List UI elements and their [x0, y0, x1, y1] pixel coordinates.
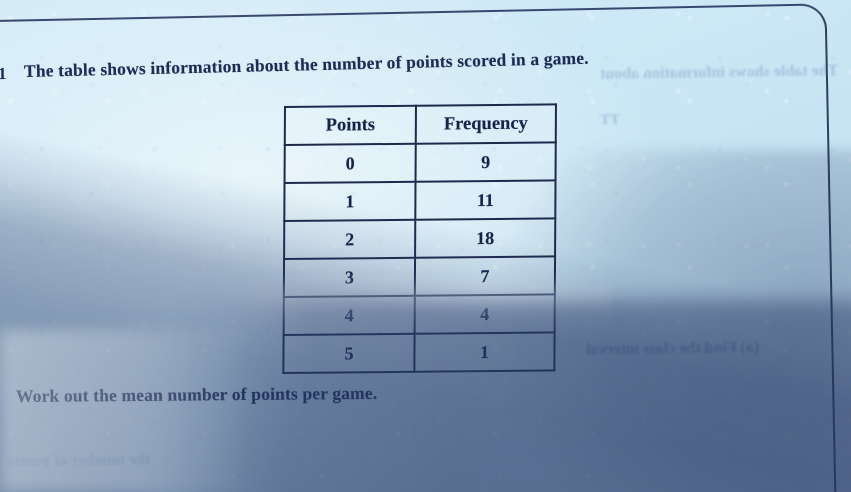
- question-number: 1: [0, 63, 7, 84]
- left-margin-highlight: [0, 330, 250, 492]
- question-instruction: Work out the mean number of points per g…: [15, 382, 378, 406]
- table-row: 5 1: [283, 332, 555, 374]
- frequency-table-wrapper: Points Frequency 0 9 1 11 2 18 3: [282, 103, 557, 374]
- cell-frequency: 1: [414, 332, 555, 372]
- cell-frequency: 7: [414, 256, 556, 296]
- bleed-through-text-1: The table shows information about: [599, 62, 839, 83]
- table-row: 2 18: [284, 218, 556, 260]
- cell-frequency: 11: [415, 180, 556, 220]
- frequency-table: Points Frequency 0 9 1 11 2 18 3: [282, 103, 557, 374]
- table-row: 3 7: [283, 256, 556, 298]
- cell-points: 1: [284, 181, 416, 222]
- cell-frequency: 4: [414, 294, 555, 334]
- question-stem: The table shows information about the nu…: [23, 47, 589, 81]
- table-header-row: Points Frequency: [284, 104, 556, 145]
- cell-frequency: 9: [415, 142, 556, 182]
- cell-points: 5: [283, 333, 415, 374]
- bleed-through-text-3: (a) Find the class interval: [585, 338, 760, 359]
- bleed-through-text-2: TT: [599, 111, 621, 129]
- table-row: 0 9: [284, 142, 556, 183]
- cell-points: 4: [283, 295, 415, 336]
- cell-points: 3: [283, 257, 416, 298]
- cell-frequency: 18: [415, 218, 556, 258]
- column-header-points: Points: [284, 105, 416, 145]
- table-row: 4 4: [283, 294, 555, 336]
- column-header-frequency: Frequency: [415, 104, 556, 144]
- cell-points: 2: [284, 219, 416, 260]
- cell-points: 0: [284, 143, 416, 183]
- table-row: 1 11: [284, 180, 556, 222]
- bleed-through-text-4: the number of points: [7, 451, 151, 470]
